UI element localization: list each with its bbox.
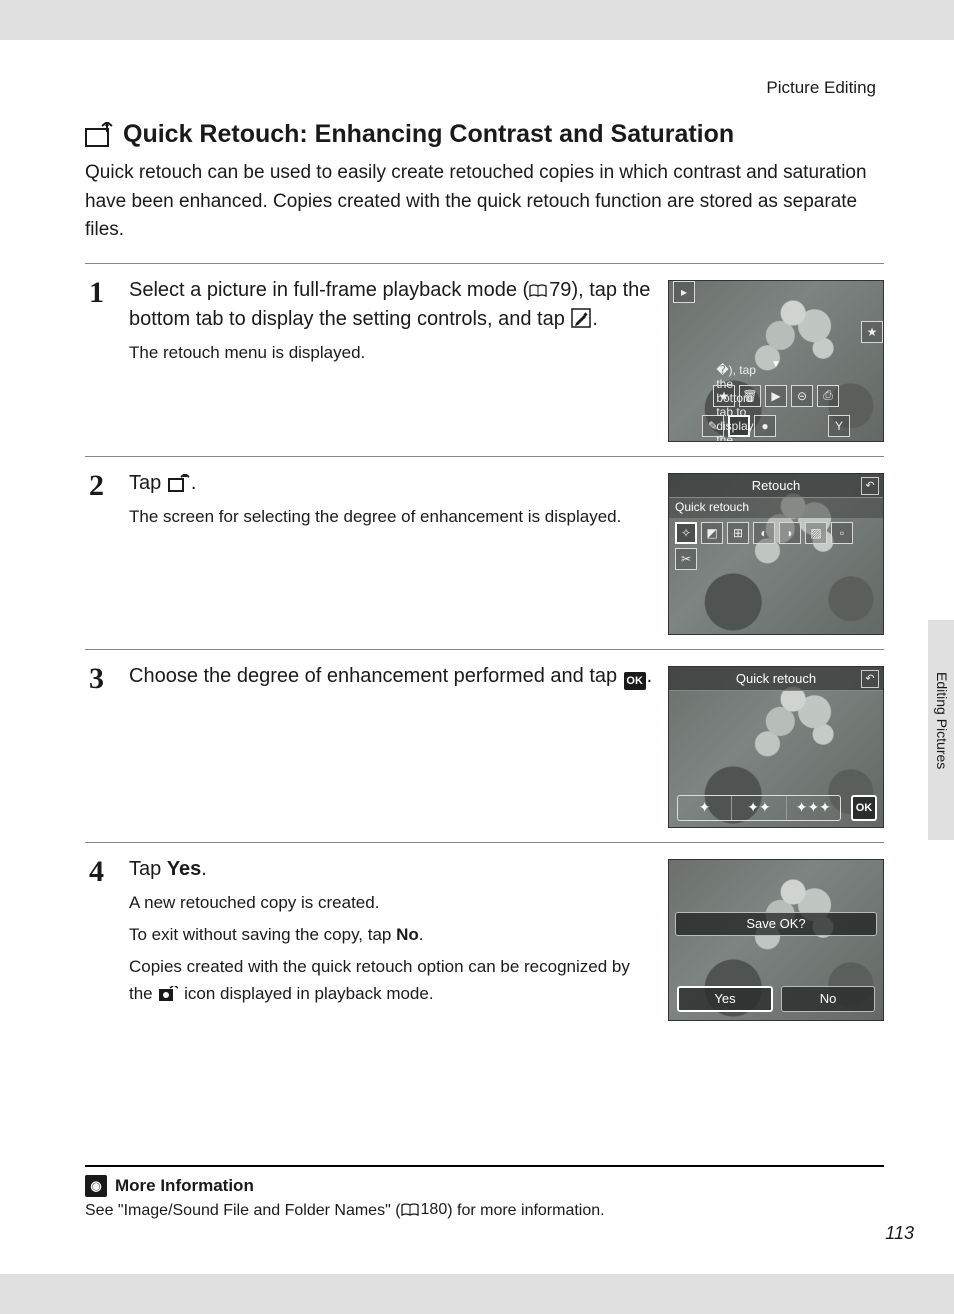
- camera-screenshot-2: Retouch ↶ Quick retouch ✧ ◩ ⊞ ◐ ◗ ▨ ▫ ✂: [668, 473, 884, 635]
- chapter-header: Picture Editing: [85, 78, 884, 98]
- page-number: 113: [885, 1223, 914, 1244]
- text: icon displayed in playback mode.: [179, 984, 433, 1003]
- step-description: A new retouched copy is created.: [129, 890, 656, 916]
- screen-title: Quick retouch: [736, 671, 816, 686]
- text: See "Image/Sound File and Folder Names" …: [85, 1202, 401, 1219]
- step-number: 4: [89, 857, 129, 887]
- step-1: 1 Select a picture in full-frame playbac…: [85, 264, 884, 456]
- voice-icon: ●: [754, 415, 776, 437]
- more-info-title: More Information: [115, 1176, 254, 1196]
- enhancement-level-bar: ✦ ✦✦ ✦✦✦: [677, 795, 841, 821]
- dlighting-option: ◩: [701, 522, 723, 544]
- step-4: 4 Tap Yes. A new retouched copy is creat…: [85, 843, 884, 1035]
- edit-pencil-icon: [571, 308, 591, 328]
- intro-paragraph: Quick retouch can be used to easily crea…: [85, 159, 884, 245]
- text: Tap: [129, 858, 167, 880]
- camera-screenshot-1: ▸ ★ ▼ ★ 🗑 ▶ ⊝ ⎙ ✎ �), tap the bottom tab…: [668, 280, 884, 442]
- page-ref-number: 79: [549, 276, 571, 305]
- text: .: [647, 665, 653, 687]
- star-icon: ★: [861, 321, 883, 343]
- side-section-label: Editing Pictures: [934, 672, 950, 769]
- playback-icon: ▸: [673, 281, 695, 303]
- step-description: The retouch menu is displayed.: [129, 340, 656, 366]
- no-button: No: [781, 986, 875, 1012]
- title-text: Quick Retouch: Enhancing Contrast and Sa…: [123, 120, 734, 149]
- camera-screenshot-3: Quick retouch ↶ ✦ ✦✦ ✦✦✦ OK: [668, 666, 884, 828]
- filter-option: ◐: [753, 522, 775, 544]
- page-reference: 180: [401, 1201, 448, 1219]
- yes-label: Yes: [167, 858, 201, 880]
- text: Select a picture in full-frame playback …: [129, 279, 529, 301]
- print-icon: ⎙: [817, 385, 839, 407]
- step-3: 3 Choose the degree of enhancement perfo…: [85, 650, 884, 842]
- text: .: [419, 925, 424, 944]
- text: Tap: [129, 472, 167, 494]
- quick-retouch-option: ✧: [675, 522, 697, 544]
- step-2: 2 Tap . The screen for selecting the deg…: [85, 457, 884, 649]
- level-high-icon: ✦✦✦: [787, 796, 840, 820]
- level-mid-icon: ✦✦: [732, 796, 786, 820]
- text: To exit without saving the copy, tap: [129, 925, 396, 944]
- quick-retouch-icon: [168, 474, 190, 492]
- save-banner: Save OK?: [675, 912, 877, 936]
- back-icon: ↶: [861, 477, 879, 495]
- step-number: 2: [89, 471, 129, 501]
- stretch-option: ⊞: [727, 522, 749, 544]
- manual-page: Picture Editing Quick Retouch: Enhancing…: [0, 40, 954, 1274]
- more-info-text: See "Image/Sound File and Folder Names" …: [85, 1201, 884, 1220]
- step-description: The screen for selecting the degree of e…: [129, 504, 656, 530]
- step-title: Select a picture in full-frame playback …: [129, 276, 656, 335]
- perspective-option: ▨: [805, 522, 827, 544]
- quick-retouch-icon: [85, 122, 115, 148]
- more-information-box: ◉ More Information See "Image/Sound File…: [85, 1165, 884, 1220]
- retouch-icon: �), tap the bottom tab to display the se…: [728, 415, 750, 437]
- step-number: 3: [89, 664, 129, 694]
- chevron-down-icon: ▼: [771, 359, 781, 370]
- retouch-copy-icon: [158, 986, 178, 1002]
- small-pic-option: ▫: [831, 522, 853, 544]
- step-description: To exit without saving the copy, tap No.: [129, 922, 656, 948]
- protect-icon: ⊝: [791, 385, 813, 407]
- step-number: 1: [89, 278, 129, 308]
- step-title: Tap Yes.: [129, 855, 656, 884]
- crop-option: ✂: [675, 548, 697, 570]
- page-reference: 79: [529, 276, 571, 305]
- text: .: [201, 858, 207, 880]
- camera-screenshot-4: Save OK? Yes No: [668, 859, 884, 1021]
- info-icon: ◉: [85, 1175, 107, 1197]
- text: .: [191, 472, 197, 494]
- level-low-icon: ✦: [678, 796, 732, 820]
- yes-button: Yes: [677, 986, 773, 1012]
- step-description: Copies created with the quick retouch op…: [129, 954, 656, 1007]
- page-ref-number: 180: [421, 1201, 448, 1219]
- slideshow-icon: ▶: [765, 385, 787, 407]
- no-label: No: [396, 925, 419, 944]
- text: ) for more information.: [447, 1202, 604, 1219]
- wrench-icon: Y: [828, 415, 850, 437]
- step-title: Choose the degree of enhancement perform…: [129, 662, 656, 691]
- ok-button: OK: [851, 795, 877, 821]
- skin-option: ◗: [779, 522, 801, 544]
- ok-button-icon: OK: [624, 672, 646, 690]
- back-icon: ↶: [861, 670, 879, 688]
- step-title: Tap .: [129, 469, 656, 498]
- text: .: [592, 308, 598, 330]
- text: Choose the degree of enhancement perform…: [129, 665, 623, 687]
- retouch-subtitle: Quick retouch: [669, 498, 883, 518]
- retouch-title: Retouch: [752, 478, 800, 493]
- page-title: Quick Retouch: Enhancing Contrast and Sa…: [85, 120, 884, 149]
